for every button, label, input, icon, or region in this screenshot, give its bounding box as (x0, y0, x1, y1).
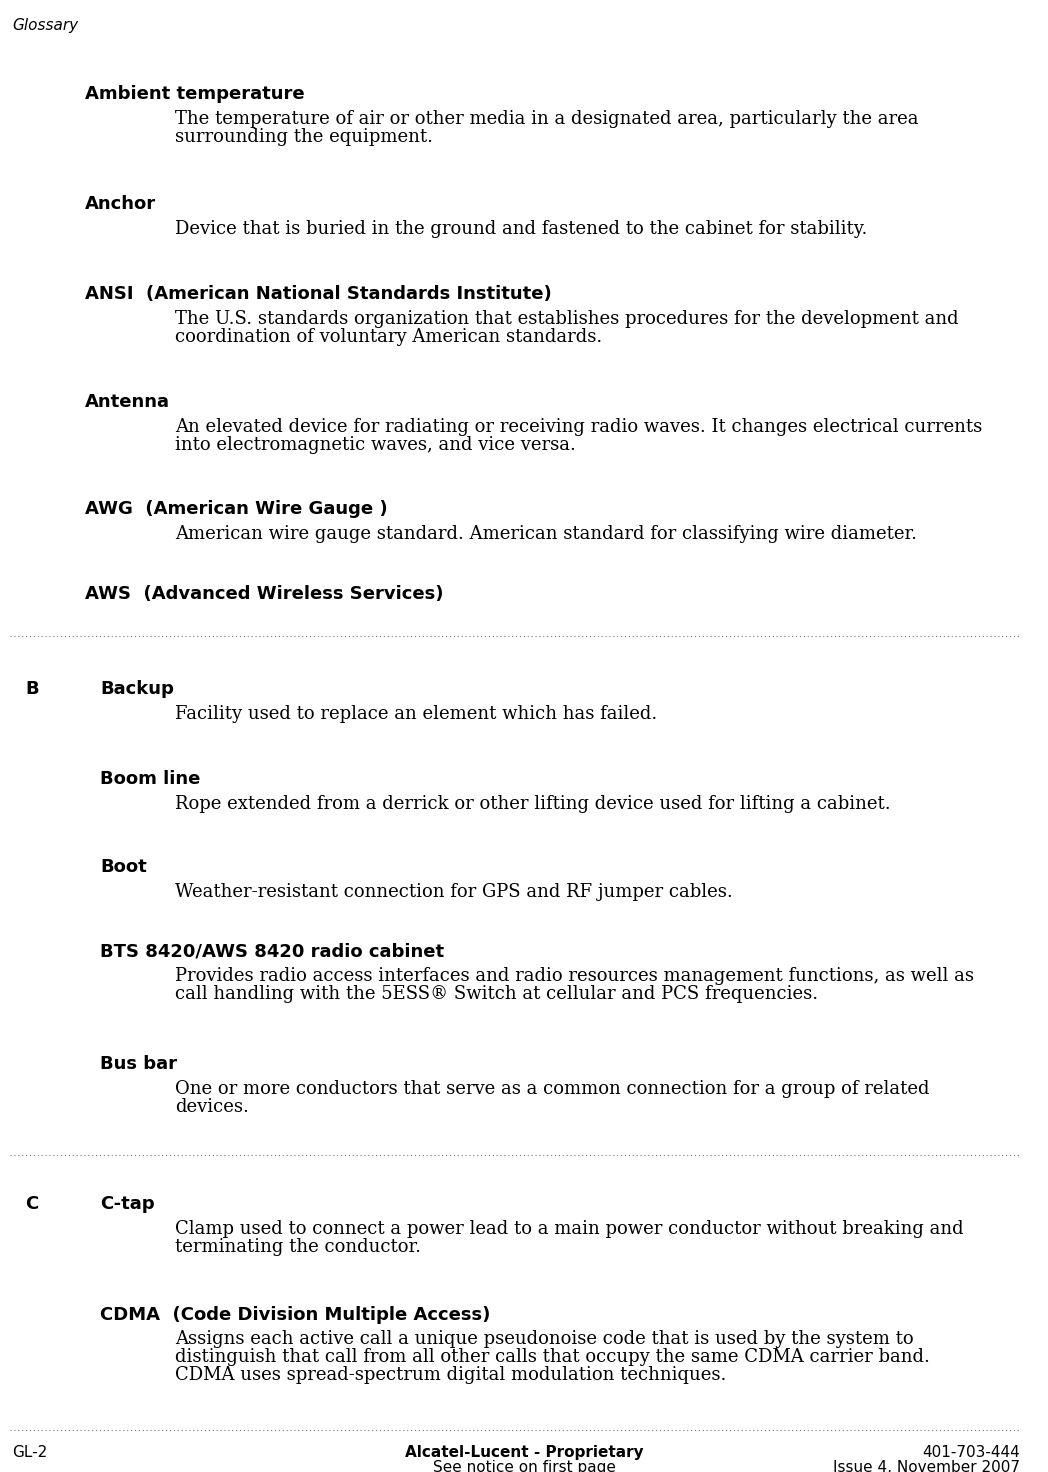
Text: call handling with the 5ESS® Switch at cellular and PCS frequencies.: call handling with the 5ESS® Switch at c… (175, 985, 818, 1002)
Text: Clamp used to connect a power lead to a main power conductor without breaking an: Clamp used to connect a power lead to a … (175, 1220, 963, 1238)
Text: GL-2: GL-2 (12, 1446, 47, 1460)
Text: Anchor: Anchor (85, 194, 156, 213)
Text: See notice on first page: See notice on first page (433, 1460, 615, 1472)
Text: American wire gauge standard. American standard for classifying wire diameter.: American wire gauge standard. American s… (175, 526, 917, 543)
Text: Alcatel-Lucent - Proprietary: Alcatel-Lucent - Proprietary (405, 1446, 643, 1460)
Text: CDMA  (Code Division Multiple Access): CDMA (Code Division Multiple Access) (100, 1306, 490, 1323)
Text: The U.S. standards organization that establishes procedures for the development : The U.S. standards organization that est… (175, 311, 959, 328)
Text: C-tap: C-tap (100, 1195, 155, 1213)
Text: Weather-resistant connection for GPS and RF jumper cables.: Weather-resistant connection for GPS and… (175, 883, 733, 901)
Text: C: C (25, 1195, 38, 1213)
Text: ANSI  (American National Standards Institute): ANSI (American National Standards Instit… (85, 286, 551, 303)
Text: Boom line: Boom line (100, 770, 200, 788)
Text: BTS 8420/AWS 8420 radio cabinet: BTS 8420/AWS 8420 radio cabinet (100, 942, 444, 960)
Text: Glossary: Glossary (12, 18, 79, 32)
Text: Facility used to replace an element which has failed.: Facility used to replace an element whic… (175, 705, 657, 723)
Text: into electromagnetic waves, and vice versa.: into electromagnetic waves, and vice ver… (175, 436, 575, 453)
Text: The temperature of air or other media in a designated area, particularly the are: The temperature of air or other media in… (175, 110, 918, 128)
Text: Bus bar: Bus bar (100, 1055, 177, 1073)
Text: surrounding the equipment.: surrounding the equipment. (175, 128, 433, 146)
Text: B: B (25, 680, 39, 698)
Text: Rope extended from a derrick or other lifting device used for lifting a cabinet.: Rope extended from a derrick or other li… (175, 795, 891, 813)
Text: One or more conductors that serve as a common connection for a group of related: One or more conductors that serve as a c… (175, 1080, 930, 1098)
Text: 401-703-444: 401-703-444 (922, 1446, 1020, 1460)
Text: Antenna: Antenna (85, 393, 170, 411)
Text: Device that is buried in the ground and fastened to the cabinet for stability.: Device that is buried in the ground and … (175, 219, 868, 238)
Text: Ambient temperature: Ambient temperature (85, 85, 305, 103)
Text: An elevated device for radiating or receiving radio waves. It changes electrical: An elevated device for radiating or rece… (175, 418, 982, 436)
Text: AWS  (Advanced Wireless Services): AWS (Advanced Wireless Services) (85, 584, 443, 604)
Text: Issue 4, November 2007: Issue 4, November 2007 (833, 1460, 1020, 1472)
Text: AWG  (American Wire Gauge ): AWG (American Wire Gauge ) (85, 500, 388, 518)
Text: Boot: Boot (100, 858, 147, 876)
Text: devices.: devices. (175, 1098, 248, 1116)
Text: Assigns each active call a unique pseudonoise code that is used by the system to: Assigns each active call a unique pseudo… (175, 1331, 914, 1348)
Text: distinguish that call from all other calls that occupy the same CDMA carrier ban: distinguish that call from all other cal… (175, 1348, 930, 1366)
Text: Provides radio access interfaces and radio resources management functions, as we: Provides radio access interfaces and rad… (175, 967, 974, 985)
Text: CDMA uses spread-spectrum digital modulation techniques.: CDMA uses spread-spectrum digital modula… (175, 1366, 726, 1384)
Text: Backup: Backup (100, 680, 174, 698)
Text: coordination of voluntary American standards.: coordination of voluntary American stand… (175, 328, 603, 346)
Text: terminating the conductor.: terminating the conductor. (175, 1238, 421, 1256)
